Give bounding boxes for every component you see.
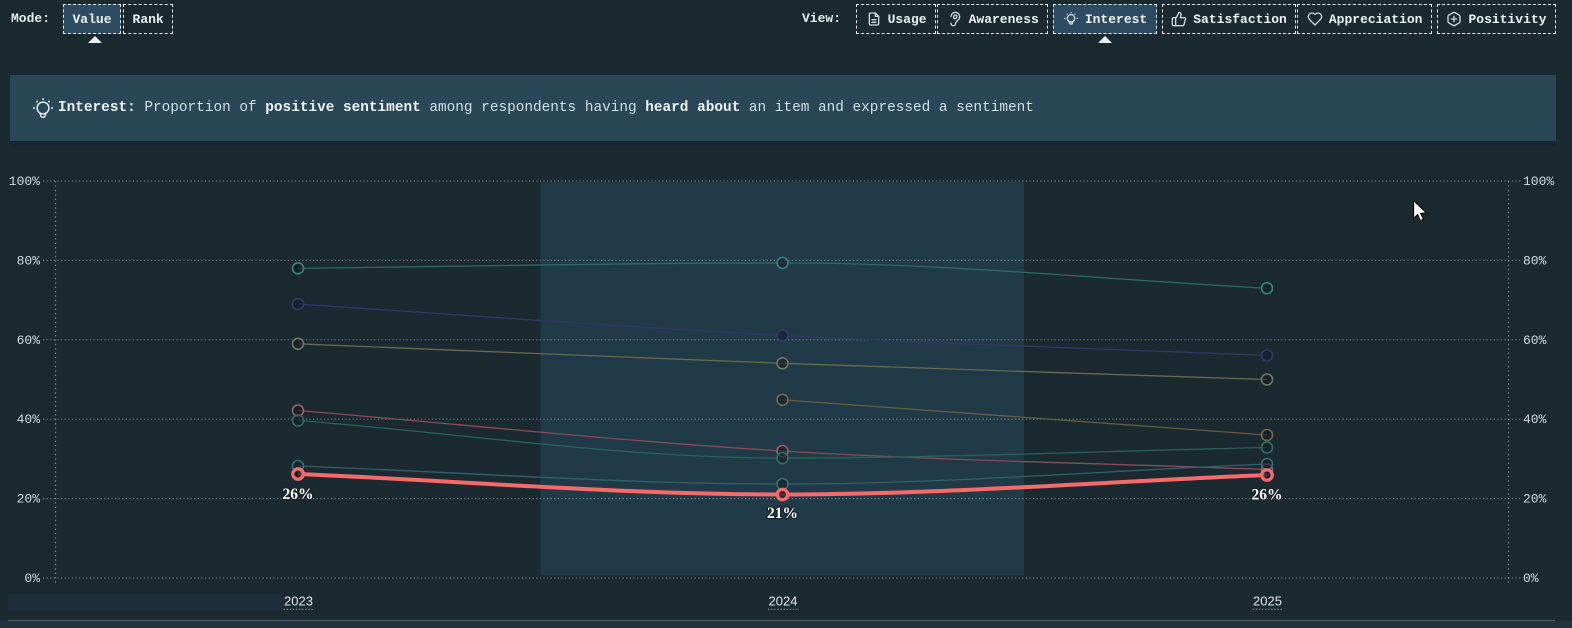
svg-text:20%: 20% (1523, 492, 1547, 507)
svg-text:100%: 100% (9, 174, 40, 189)
svg-text:0%: 0% (24, 571, 40, 586)
svg-text:20%: 20% (17, 492, 41, 507)
svg-text:80%: 80% (1523, 253, 1547, 268)
svg-text:2024: 2024 (769, 594, 798, 609)
svg-text:40%: 40% (1523, 412, 1547, 427)
svg-text:2025: 2025 (1253, 594, 1282, 609)
svg-text:21%: 21% (767, 505, 798, 522)
svg-text:2023: 2023 (284, 594, 313, 609)
svg-text:60%: 60% (1523, 333, 1547, 348)
svg-text:100%: 100% (1523, 174, 1554, 189)
svg-text:60%: 60% (17, 333, 41, 348)
svg-text:26%: 26% (283, 486, 314, 503)
svg-text:40%: 40% (17, 412, 41, 427)
svg-text:26%: 26% (1252, 487, 1283, 504)
svg-text:0%: 0% (1523, 571, 1539, 586)
svg-text:80%: 80% (17, 253, 41, 268)
